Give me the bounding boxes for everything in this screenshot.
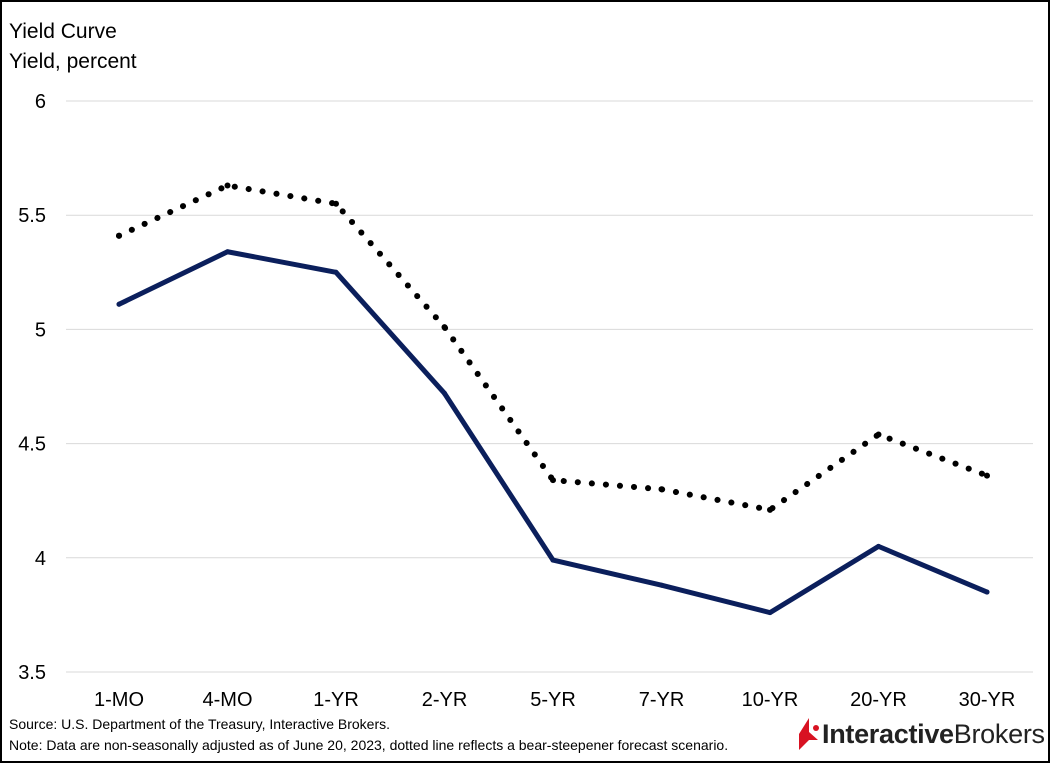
y-tick-label: 3.5 [18,662,46,684]
x-tick-label: 20-YR [850,689,907,711]
data-point [984,472,990,479]
logo-wordmark: InteractiveBrokers [822,719,1045,750]
y-tick-label: 5 [35,319,46,341]
data-point [767,506,773,513]
series-lines [116,182,990,616]
data-point [442,390,447,396]
data-point [550,557,556,563]
interactive-brokers-logo: InteractiveBrokers [796,714,1045,754]
data-point [333,200,339,207]
x-tick-label: 10-YR [742,689,799,711]
data-point [333,269,339,275]
x-tick-label: 4-MO [203,689,253,711]
logo-brand-regular: Brokers [953,718,1045,749]
ib-flag-icon [799,718,819,750]
source-note: Source: U.S. Department of the Treasury,… [9,716,391,732]
x-axis-ticks: 1-MO 4-MO 1-YR 2-YR 5-YR 7-YR 10-YR 20-YR 30-YR [94,689,1015,711]
x-tick-label: 30-YR [959,689,1016,711]
data-point [116,301,122,307]
chart-y-axis-label: Yield, percent [9,50,137,73]
y-tick-label: 4.5 [18,434,46,456]
x-tick-label: 5-YR [530,689,576,711]
data-point [659,582,664,588]
data-point [767,610,773,616]
data-point [224,182,231,189]
logo-brand-bold: Interactive [822,718,954,749]
data-point [984,589,990,595]
x-tick-label: 1-MO [94,689,144,711]
y-tick-label: 5.5 [18,205,46,227]
data-point [550,477,556,484]
gridlines [66,100,1033,673]
data-point [441,324,448,331]
data-point [876,543,881,549]
x-tick-label: 1-YR [313,689,359,711]
y-tick-label: 6 [35,91,46,113]
y-axis-ticks: 6 5.5 5 4.5 4 3.5 [18,91,46,684]
y-tick-label: 4 [35,548,46,570]
series-line-dotted [116,182,990,513]
data-point [225,249,230,255]
x-tick-label: 2-YR [422,689,468,711]
data-point [875,431,882,438]
x-tick-label: 7-YR [639,689,685,711]
chart-title: Yield Curve [9,20,117,43]
data-point [116,232,122,239]
data-point [658,486,665,493]
footnote: Note: Data are non-seasonally adjusted a… [9,737,729,753]
